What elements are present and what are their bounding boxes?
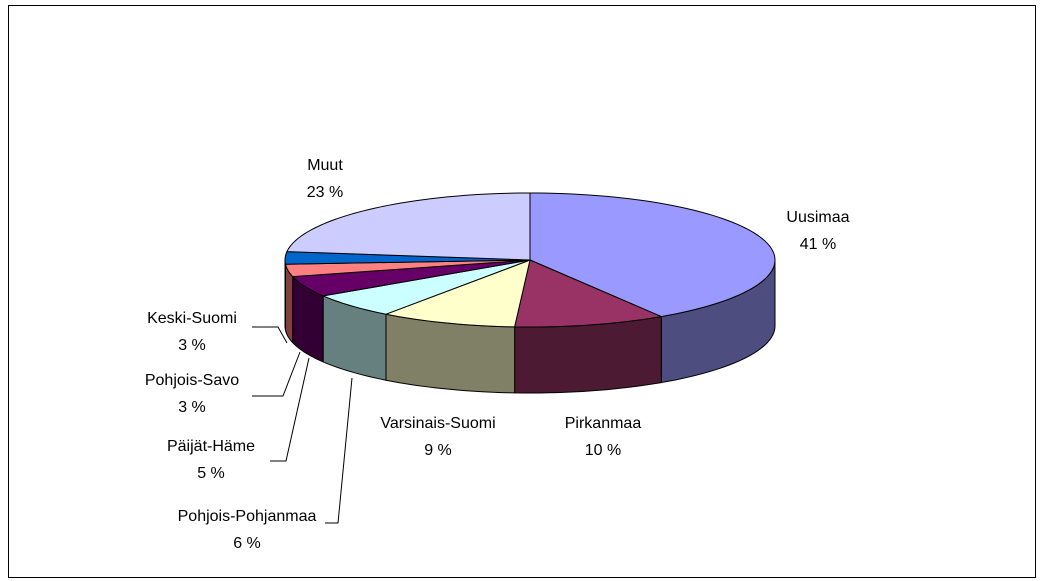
leader-line	[252, 351, 301, 397]
pie-slice	[322, 259, 531, 315]
slice-label: Muut	[307, 157, 343, 174]
slice-label: Keski-Suomi	[147, 310, 237, 327]
slice-label: Varsinais-Suomi	[380, 415, 495, 432]
leader-line	[270, 357, 310, 462]
pie-slice	[286, 192, 531, 261]
slice-value-label: 3 %	[178, 399, 206, 416]
leader-line	[252, 326, 288, 344]
pie-slice	[284, 259, 531, 278]
slice-value-label: 10 %	[585, 442, 621, 459]
slice-label: Uusimaa	[786, 209, 849, 226]
leader-line	[325, 377, 353, 524]
pie-slice	[514, 259, 662, 328]
slice-label: Pohjois-Pohjanmaa	[178, 508, 317, 525]
slice-label: Pirkanmaa	[565, 415, 642, 432]
slice-value-label: 23 %	[307, 184, 343, 201]
pie-slice	[385, 259, 531, 328]
slice-value-label: 3 %	[178, 337, 206, 354]
pie-slice	[529, 192, 776, 318]
slice-label: Pohjois-Savo	[145, 372, 239, 389]
pie-slice	[284, 251, 531, 265]
slice-value-label: 9 %	[424, 442, 452, 459]
pie-slice	[292, 259, 531, 297]
slice-label: Päijät-Häme	[167, 438, 255, 455]
slice-value-label: 5 %	[197, 465, 225, 482]
slice-value-label: 41 %	[800, 236, 836, 253]
slice-value-label: 6 %	[233, 535, 261, 552]
pie-side	[514, 316, 662, 394]
